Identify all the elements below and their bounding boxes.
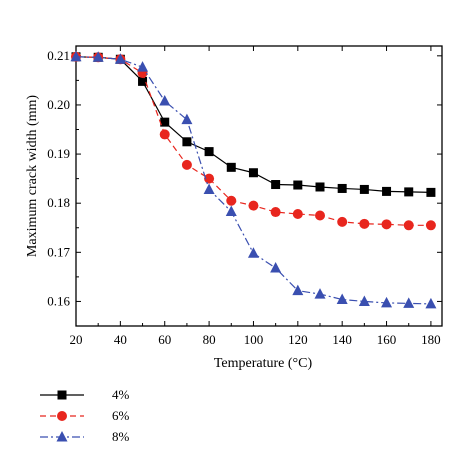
data-point-circle <box>292 209 303 219</box>
data-point-square <box>293 180 303 190</box>
x-tick-label: 60 <box>158 332 171 347</box>
legend-item: 4% <box>40 387 130 402</box>
series-2 <box>70 50 437 309</box>
data-point-circle <box>181 159 192 170</box>
x-tick-label: 120 <box>288 332 308 347</box>
data-point-triangle <box>314 288 326 299</box>
series-0 <box>71 52 436 197</box>
series-line <box>75 56 431 226</box>
data-point-circle <box>159 129 170 140</box>
series-1 <box>71 51 436 231</box>
data-point-square <box>138 76 148 86</box>
data-point-triangle <box>292 284 304 296</box>
x-tick-label: 80 <box>203 332 216 347</box>
x-tick-label: 20 <box>70 332 83 347</box>
y-axis: 0.16 0.17 0.18 0.19 0.20 0.21 <box>47 48 442 308</box>
legend-label: 6% <box>112 408 130 423</box>
y-tick-label: 0.21 <box>47 48 70 63</box>
y-tick-label: 0.17 <box>47 244 70 259</box>
data-point-triangle <box>159 95 171 106</box>
data-point-triangle <box>225 205 237 217</box>
data-point-square <box>182 137 192 147</box>
y-axis-title: Maximum crack width (mm) <box>25 95 40 257</box>
data-point-circle <box>315 210 325 221</box>
x-tick-label: 40 <box>114 332 127 347</box>
plot-frame <box>75 45 443 327</box>
data-point-circle <box>337 216 348 227</box>
data-point-triangle <box>358 295 370 306</box>
data-point-triangle <box>425 297 437 309</box>
data-point-triangle <box>403 297 415 308</box>
series-layer <box>70 50 437 309</box>
data-point-circle <box>359 218 370 229</box>
data-point-circle <box>403 220 414 231</box>
x-tick-label: 140 <box>332 332 352 347</box>
data-point-circle <box>57 411 67 421</box>
data-point-triangle <box>336 293 348 304</box>
series-line <box>75 56 431 305</box>
x-tick-label: 100 <box>244 332 264 347</box>
legend-label: 4% <box>112 387 130 402</box>
data-point-triangle <box>181 113 193 125</box>
data-point-triangle <box>203 183 215 194</box>
data-point-square <box>160 117 170 127</box>
data-point-circle <box>204 173 215 184</box>
data-point-square <box>359 184 369 194</box>
data-point-square <box>337 183 347 193</box>
data-point-square <box>226 162 236 172</box>
data-point-triangle <box>114 53 126 64</box>
data-point-square <box>271 180 281 190</box>
data-point-square <box>57 390 67 400</box>
data-point-square <box>426 187 436 197</box>
legend: 4% 6% 8% <box>40 387 130 444</box>
x-axis-title: Temperature (°C) <box>214 356 313 371</box>
x-tick-label: 160 <box>377 332 397 347</box>
y-tick-label: 0.19 <box>47 146 70 161</box>
data-point-square <box>204 147 214 157</box>
plot-area <box>75 45 443 327</box>
legend-item: 6% <box>40 408 130 423</box>
data-point-circle <box>226 195 237 206</box>
legend-item: 8% <box>40 429 130 444</box>
data-point-square <box>315 182 325 192</box>
y-tick-label: 0.18 <box>47 195 70 210</box>
data-point-square <box>248 168 258 178</box>
data-point-square <box>404 187 414 197</box>
data-point-triangle <box>92 51 104 62</box>
data-point-circle <box>248 200 259 211</box>
y-tick-label: 0.16 <box>47 293 70 308</box>
data-point-triangle <box>247 247 259 258</box>
legend-label: 8% <box>112 429 130 444</box>
x-tick-label: 180 <box>421 332 441 347</box>
data-point-triangle <box>56 431 68 442</box>
data-point-triangle <box>70 50 82 62</box>
y-tick-label: 0.20 <box>47 97 70 112</box>
data-point-triangle <box>270 262 282 273</box>
data-point-square <box>382 186 392 196</box>
data-point-triangle <box>381 296 393 308</box>
data-point-triangle <box>137 61 149 72</box>
data-point-circle <box>270 207 281 218</box>
data-point-circle <box>381 219 392 230</box>
x-axis: 20 40 60 80 100 120 140 160 180 <box>70 46 441 347</box>
data-point-circle <box>425 220 436 231</box>
